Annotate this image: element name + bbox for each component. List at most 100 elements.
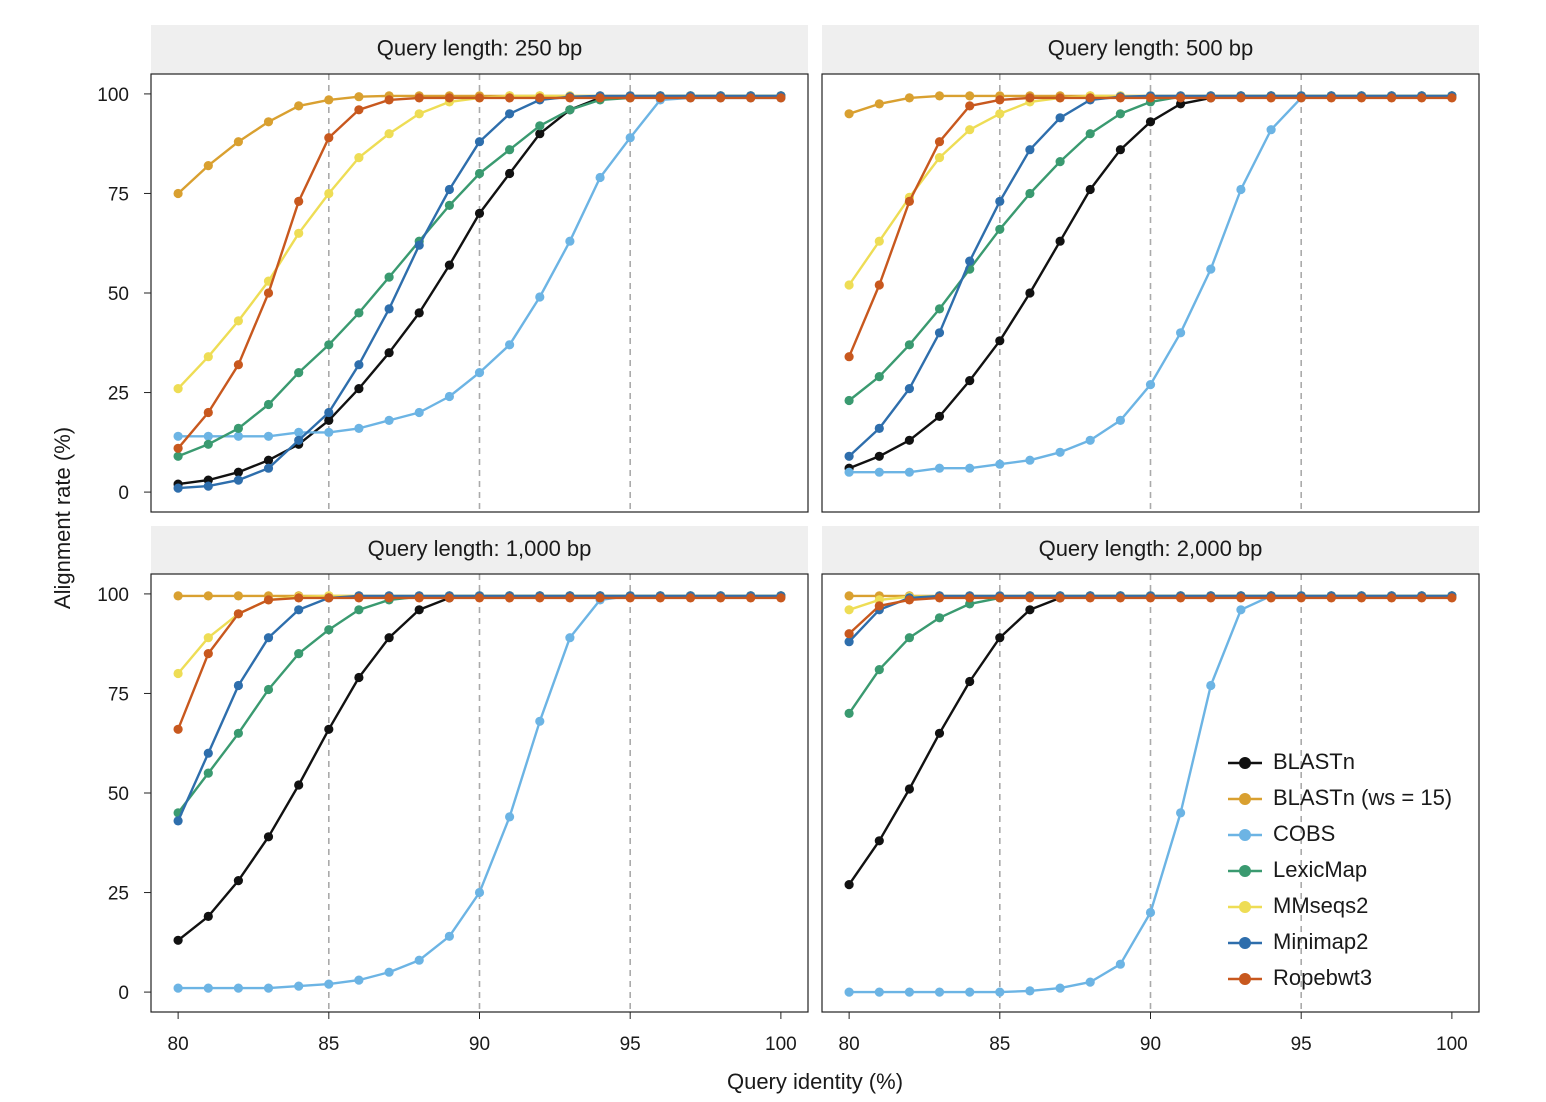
data-point	[474, 208, 485, 218]
legend-label: Ropebwt3	[1273, 965, 1372, 990]
legend-marker	[1239, 865, 1251, 877]
data-point	[934, 153, 945, 163]
data-point	[1025, 593, 1035, 603]
data-point	[233, 316, 243, 326]
data-point	[1206, 93, 1216, 103]
data-point	[904, 384, 915, 394]
x-tick-label: 100	[765, 1034, 797, 1055]
y-tick-label: 25	[108, 884, 129, 905]
plot-area-500bp	[844, 74, 1457, 512]
data-point	[444, 593, 454, 603]
data-point	[173, 483, 183, 493]
data-point	[354, 105, 364, 115]
data-point	[1266, 93, 1276, 103]
legend: BLASTn BLASTn (ws = 15) COBS LexicMap MMseqs…	[1228, 749, 1452, 990]
data-point	[444, 200, 454, 210]
data-point	[874, 601, 884, 611]
data-point	[233, 467, 243, 477]
data-point	[1115, 593, 1125, 603]
x-tick-label: 90	[1140, 1034, 1161, 1055]
data-point	[934, 411, 945, 421]
y-tick-label: 50	[108, 784, 129, 805]
data-point	[844, 637, 854, 647]
data-point	[844, 880, 854, 890]
data-point	[294, 228, 304, 238]
data-point	[535, 593, 545, 603]
data-point	[655, 93, 665, 103]
data-point	[565, 105, 575, 115]
data-point	[294, 368, 304, 378]
y-axis-title: Alignment rate (%)	[50, 427, 75, 609]
data-point	[505, 593, 515, 603]
data-point	[995, 196, 1005, 206]
legend-marker	[1239, 937, 1251, 949]
data-point	[965, 463, 975, 473]
data-point	[1115, 145, 1125, 155]
legend-item-blastn: BLASTn	[1228, 749, 1355, 774]
data-point	[995, 109, 1005, 119]
data-point	[1055, 157, 1065, 167]
data-point	[294, 435, 304, 445]
data-point	[233, 609, 243, 619]
data-point	[934, 91, 945, 101]
data-point	[203, 439, 213, 449]
data-point	[505, 812, 515, 822]
data-point	[203, 649, 213, 659]
y-tick-label: 100	[97, 585, 129, 606]
panel-strip	[151, 25, 808, 74]
data-point	[384, 348, 394, 358]
data-point	[716, 593, 726, 603]
data-point	[934, 613, 945, 623]
series-lexicmap	[844, 91, 1457, 406]
data-point	[1025, 605, 1035, 615]
data-point	[1025, 188, 1035, 199]
data-point	[535, 93, 545, 103]
data-point	[904, 633, 915, 643]
data-point	[203, 407, 213, 418]
data-point	[354, 423, 364, 433]
data-point	[965, 376, 975, 386]
legend-label: BLASTn	[1273, 749, 1355, 774]
data-point	[934, 593, 945, 603]
data-point	[844, 605, 854, 615]
data-point	[595, 172, 605, 183]
data-point	[874, 987, 884, 997]
data-point	[173, 668, 183, 679]
data-point	[203, 161, 213, 171]
data-point	[263, 463, 274, 473]
data-point	[874, 99, 884, 109]
data-point	[414, 593, 424, 603]
data-point	[844, 395, 854, 406]
data-point	[354, 360, 364, 370]
data-point	[324, 407, 334, 418]
data-point	[565, 93, 575, 103]
data-point	[716, 93, 726, 103]
data-point	[904, 467, 915, 477]
data-point	[746, 93, 756, 103]
data-point	[414, 407, 424, 418]
data-point	[294, 427, 304, 437]
data-point	[1055, 447, 1065, 457]
data-point	[776, 93, 786, 103]
legend-item-minimap2: Minimap2	[1228, 929, 1368, 954]
data-point	[595, 593, 605, 603]
panel-title: Query length: 2,000 bp	[1039, 536, 1263, 561]
data-point	[565, 593, 575, 603]
data-point	[535, 121, 545, 131]
data-point	[1206, 680, 1216, 691]
data-point	[474, 168, 485, 179]
data-point	[1145, 380, 1156, 390]
data-point	[1236, 593, 1246, 603]
data-point	[505, 145, 515, 155]
data-point	[1085, 129, 1095, 139]
data-point	[1447, 93, 1457, 103]
series-ropebwt3	[173, 93, 786, 453]
data-point	[1176, 808, 1186, 818]
data-point	[844, 109, 854, 119]
series-ropebwt3	[173, 593, 786, 734]
data-point	[233, 728, 243, 738]
data-point	[934, 728, 945, 738]
data-point	[173, 983, 183, 993]
data-point	[474, 593, 485, 603]
